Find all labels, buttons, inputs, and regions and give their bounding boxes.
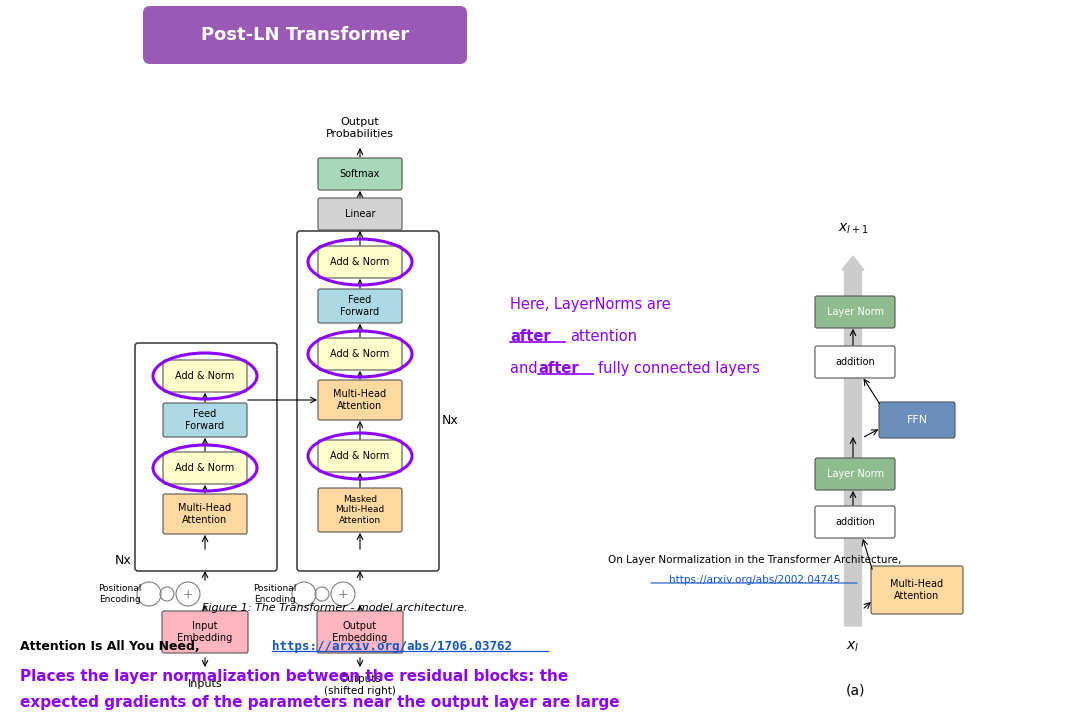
Text: Positional
Encoding: Positional Encoding	[254, 585, 297, 603]
Text: and: and	[510, 361, 542, 376]
FancyBboxPatch shape	[318, 611, 403, 653]
Text: after: after	[538, 361, 579, 376]
Text: Add & Norm: Add & Norm	[175, 371, 234, 381]
Text: Input
Embedding: Input Embedding	[177, 621, 232, 643]
Text: after: after	[510, 328, 551, 343]
Text: Positional
Encoding: Positional Encoding	[98, 585, 141, 603]
Text: Add & Norm: Add & Norm	[330, 257, 390, 267]
Text: addition: addition	[835, 357, 875, 367]
FancyBboxPatch shape	[815, 506, 895, 538]
FancyBboxPatch shape	[162, 611, 248, 653]
FancyBboxPatch shape	[163, 494, 247, 534]
Text: +: +	[338, 588, 349, 600]
FancyBboxPatch shape	[815, 458, 895, 490]
Text: Multi-Head
Attention: Multi-Head Attention	[178, 503, 231, 525]
Text: Output
Embedding: Output Embedding	[333, 621, 388, 643]
Text: Add & Norm: Add & Norm	[175, 463, 234, 473]
Text: FFN: FFN	[906, 415, 928, 425]
FancyBboxPatch shape	[879, 402, 955, 438]
Text: Here, LayerNorms are: Here, LayerNorms are	[510, 297, 671, 312]
FancyBboxPatch shape	[318, 158, 402, 190]
FancyBboxPatch shape	[318, 198, 402, 230]
Text: Outputs
(shifted right): Outputs (shifted right)	[324, 674, 396, 696]
Text: Places the layer normalization between the residual blocks: the: Places the layer normalization between t…	[21, 668, 568, 683]
Text: Layer Norm: Layer Norm	[826, 307, 883, 317]
FancyBboxPatch shape	[318, 289, 402, 323]
FancyBboxPatch shape	[815, 346, 895, 378]
Text: Linear: Linear	[345, 209, 375, 219]
Text: $x_{l+1}$: $x_{l+1}$	[838, 222, 868, 236]
Text: Nx: Nx	[114, 554, 132, 567]
Text: Post-LN Transformer: Post-LN Transformer	[201, 26, 409, 44]
FancyBboxPatch shape	[318, 488, 402, 532]
FancyBboxPatch shape	[318, 338, 402, 370]
Text: +: +	[183, 588, 193, 600]
Text: https://arxiv.org/abs/2002.04745: https://arxiv.org/abs/2002.04745	[670, 575, 840, 585]
Text: Inputs: Inputs	[188, 679, 222, 689]
Text: Layer Norm: Layer Norm	[826, 469, 883, 479]
Text: Attention Is All You Need,: Attention Is All You Need,	[21, 639, 204, 652]
Text: $x_l$: $x_l$	[847, 640, 860, 654]
Text: Softmax: Softmax	[340, 169, 380, 179]
FancyBboxPatch shape	[318, 380, 402, 420]
Text: (a): (a)	[846, 683, 865, 697]
FancyBboxPatch shape	[163, 360, 247, 392]
Text: Feed
Forward: Feed Forward	[186, 409, 225, 431]
Text: Multi-Head
Attention: Multi-Head Attention	[890, 579, 944, 600]
FancyBboxPatch shape	[318, 246, 402, 278]
FancyBboxPatch shape	[318, 440, 402, 472]
FancyArrow shape	[842, 256, 864, 626]
Text: fully connected layers: fully connected layers	[598, 361, 760, 376]
Text: On Layer Normalization in the Transformer Architecture,: On Layer Normalization in the Transforme…	[608, 555, 902, 565]
Text: Add & Norm: Add & Norm	[330, 349, 390, 359]
Text: Nx: Nx	[442, 413, 458, 426]
Text: Feed
Forward: Feed Forward	[340, 295, 379, 317]
Text: attention: attention	[570, 328, 637, 343]
Text: Figure 1: The Transformer - model architecture.: Figure 1: The Transformer - model archit…	[202, 603, 468, 613]
FancyBboxPatch shape	[163, 403, 247, 437]
Text: Output
Probabilities: Output Probabilities	[326, 117, 394, 139]
Text: Masked
Multi-Head
Attention: Masked Multi-Head Attention	[336, 495, 384, 525]
FancyBboxPatch shape	[870, 566, 963, 614]
FancyBboxPatch shape	[815, 296, 895, 328]
FancyBboxPatch shape	[163, 452, 247, 484]
Text: Add & Norm: Add & Norm	[330, 451, 390, 461]
Text: Multi-Head
Attention: Multi-Head Attention	[334, 390, 387, 411]
Text: expected gradients of the parameters near the output layer are large: expected gradients of the parameters nea…	[21, 695, 620, 709]
FancyBboxPatch shape	[143, 6, 467, 64]
Text: addition: addition	[835, 517, 875, 527]
Text: https://arxiv.org/abs/1706.03762: https://arxiv.org/abs/1706.03762	[272, 639, 512, 652]
